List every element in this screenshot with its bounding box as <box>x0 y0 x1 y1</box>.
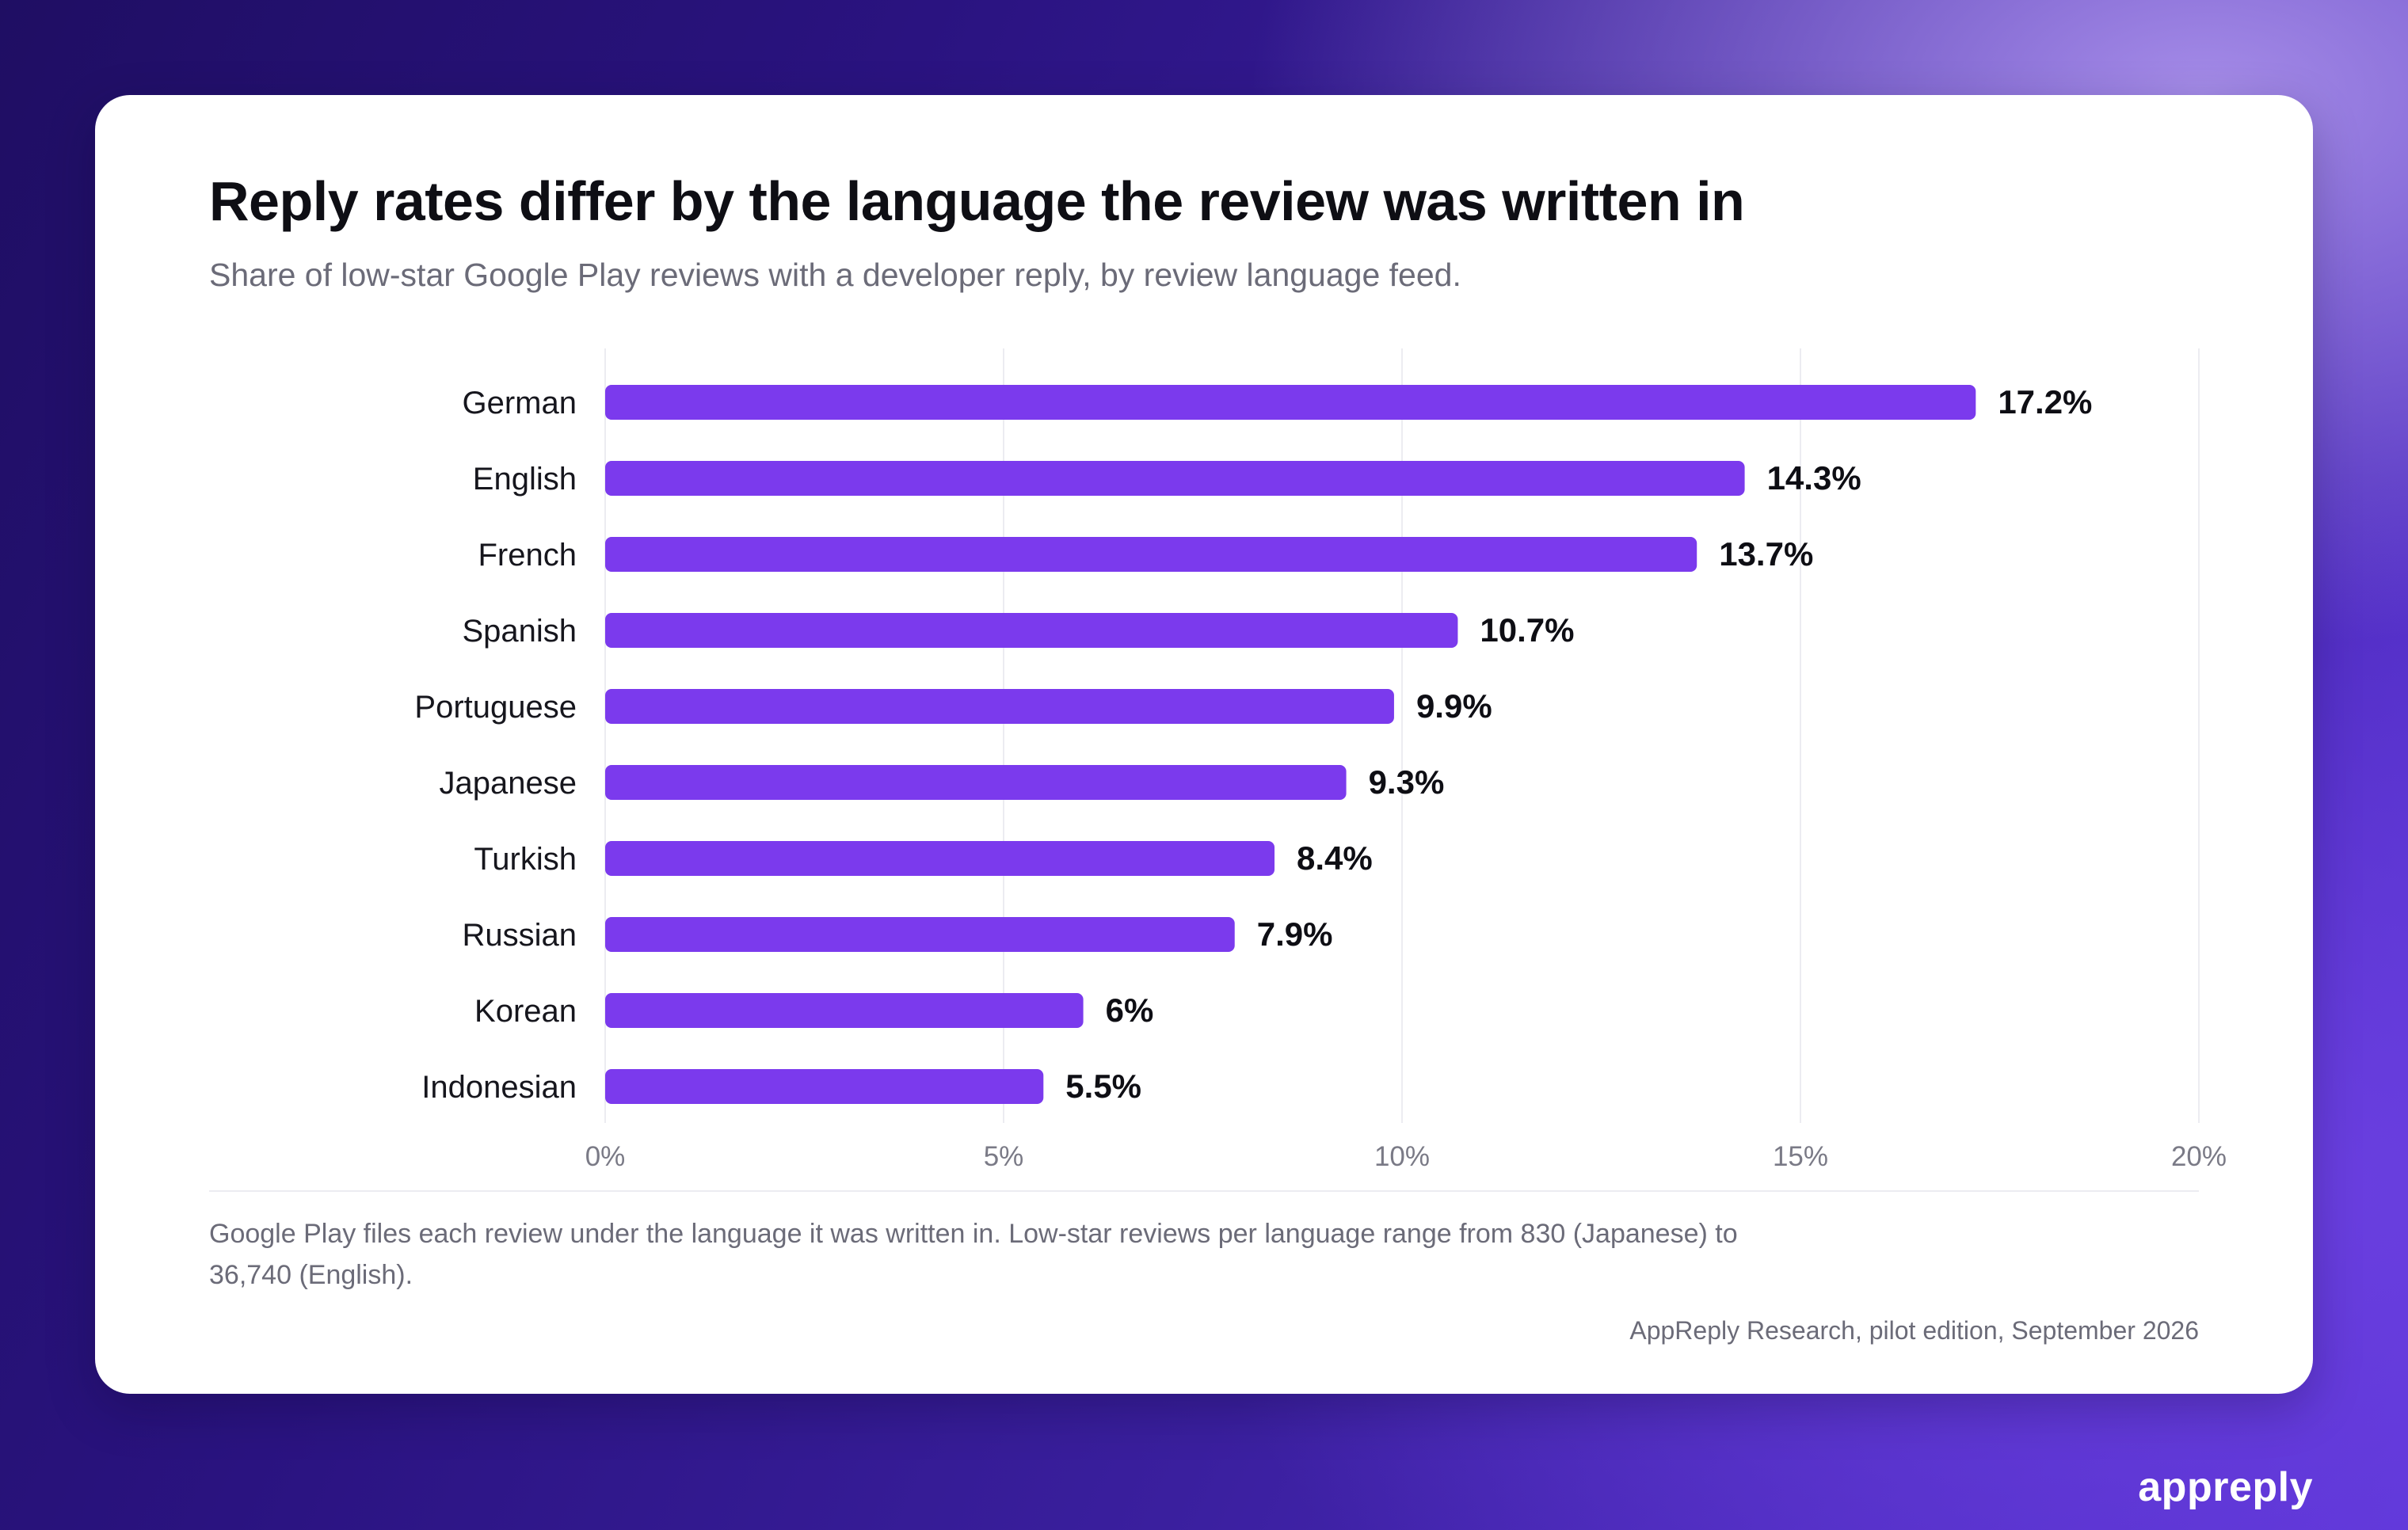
value-label: 10.7% <box>1480 611 1574 649</box>
value-label: 5.5% <box>1065 1068 1141 1105</box>
category-label: Japanese <box>440 766 577 801</box>
category-label: Russian <box>462 918 577 953</box>
value-label: 9.9% <box>1416 687 1492 725</box>
category-label: Turkish <box>474 842 577 877</box>
bar <box>605 689 1394 724</box>
bar <box>605 765 1347 800</box>
category-label: Portuguese <box>414 690 577 725</box>
bar-chart: 0% 5% 10% 15% 20% German 17.2% English 14.3% Fren… <box>414 348 2227 1172</box>
category-label: Spanish <box>462 614 577 649</box>
chart-source: AppReply Research, pilot edition, Septem… <box>1629 1316 2199 1345</box>
bar <box>605 385 1976 420</box>
x-tick-label: 15% <box>1773 1141 1828 1172</box>
bar <box>605 917 1235 952</box>
x-tick-label: 5% <box>984 1141 1024 1172</box>
brand-logo: appreply <box>2138 1464 2313 1510</box>
value-label: 13.7% <box>1719 535 1813 573</box>
category-label: English <box>473 462 577 497</box>
category-label: Indonesian <box>421 1070 577 1105</box>
value-label: 8.4% <box>1297 839 1373 877</box>
category-label: French <box>478 538 577 573</box>
bar <box>605 461 1745 496</box>
footer-divider <box>209 1190 2199 1192</box>
x-tick-label: 0% <box>585 1141 626 1172</box>
x-tick-label: 10% <box>1374 1141 1430 1172</box>
bar <box>605 613 1458 648</box>
chart-subtitle: Share of low-star Google Play reviews wi… <box>209 257 1461 293</box>
bar <box>605 841 1275 876</box>
value-label: 7.9% <box>1257 915 1333 953</box>
category-label: German <box>463 386 577 421</box>
value-label: 14.3% <box>1767 459 1861 497</box>
value-label: 9.3% <box>1369 763 1445 801</box>
chart-title: Reply rates differ by the language the r… <box>209 170 1745 232</box>
category-label: Korean <box>474 994 577 1029</box>
bar <box>605 993 1084 1028</box>
value-label: 17.2% <box>1998 383 2092 421</box>
bar <box>605 1069 1044 1104</box>
bar <box>605 537 1697 572</box>
chart-note: Google Play files each review under the … <box>209 1219 1738 1290</box>
chart-card: Reply rates differ by the language the r… <box>95 95 2313 1394</box>
value-label: 6% <box>1106 991 1154 1029</box>
x-tick-label: 20% <box>2171 1141 2227 1172</box>
